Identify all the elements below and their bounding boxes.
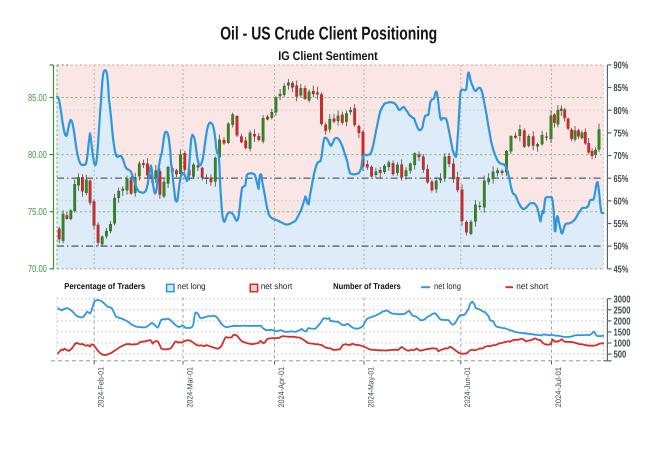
svg-text:55%: 55% [614, 219, 629, 230]
svg-text:85.00: 85.00 [28, 93, 47, 104]
svg-text:80%: 80% [614, 106, 629, 117]
svg-text:50%: 50% [614, 242, 629, 253]
svg-text:2024-Feb-01: 2024-Feb-01 [97, 367, 106, 408]
svg-text:2024-Mar-01: 2024-Mar-01 [185, 367, 194, 408]
svg-text:net short: net short [516, 281, 549, 291]
svg-text:1000: 1000 [614, 339, 631, 350]
svg-text:85%: 85% [614, 83, 629, 94]
svg-text:2500: 2500 [614, 305, 631, 316]
svg-text:60%: 60% [614, 196, 629, 207]
svg-text:70.00: 70.00 [28, 264, 47, 275]
svg-text:75%: 75% [614, 129, 629, 140]
svg-text:90%: 90% [614, 61, 629, 72]
svg-text:70%: 70% [614, 151, 629, 162]
svg-text:2024-Apr-01: 2024-Apr-01 [277, 367, 286, 408]
svg-text:3000: 3000 [614, 294, 631, 305]
svg-text:65%: 65% [614, 174, 629, 185]
svg-text:2024-Jun-01: 2024-Jun-01 [463, 367, 472, 408]
svg-text:Oil - US Crude Client Position: Oil - US Crude Client Positioning [220, 23, 437, 44]
svg-text:Percentage of Traders: Percentage of Traders [64, 281, 145, 291]
svg-text:2000: 2000 [614, 317, 631, 328]
svg-text:net short: net short [261, 281, 293, 291]
svg-text:IG Client Sentiment: IG Client Sentiment [278, 49, 378, 63]
svg-text:75.00: 75.00 [28, 207, 47, 218]
svg-text:2024-Jul-01: 2024-Jul-01 [554, 366, 563, 407]
svg-text:80.00: 80.00 [28, 150, 47, 161]
svg-text:Number of Traders: Number of Traders [333, 281, 401, 291]
svg-text:net long: net long [177, 281, 206, 291]
svg-text:500: 500 [614, 350, 627, 361]
svg-text:2024-May-01: 2024-May-01 [366, 367, 375, 408]
svg-text:1500: 1500 [614, 328, 631, 339]
svg-text:net long: net long [434, 281, 461, 291]
svg-text:45%: 45% [614, 264, 629, 275]
